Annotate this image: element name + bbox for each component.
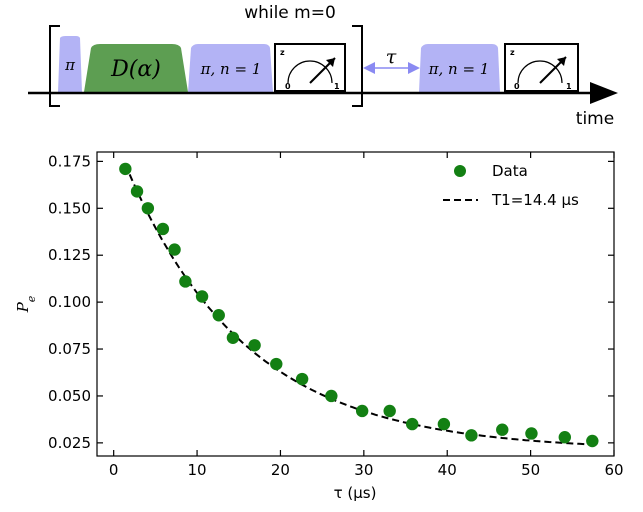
y-axis-label: Pe <box>14 295 38 313</box>
data-point <box>295 372 309 386</box>
meter-1-one-label: 1 <box>334 82 340 91</box>
meter-2-zero-label: 0 <box>514 82 520 91</box>
data-point <box>525 427 538 440</box>
data-point <box>325 389 338 403</box>
x-tick-label: 40 <box>438 461 457 479</box>
y-tick-label: 0.075 <box>48 340 91 358</box>
data-point <box>212 309 225 322</box>
selective-pi-pulse-2-label: π, n = 1 <box>428 60 490 78</box>
data-point <box>195 290 209 303</box>
meter-2-axis-label: z <box>510 48 515 57</box>
x-axis-label: τ (μs) <box>334 484 377 502</box>
pi-pulse <box>58 36 82 92</box>
legend-data-marker <box>454 165 466 177</box>
data-point <box>496 423 509 436</box>
data-point <box>141 202 155 215</box>
pulse-sequence-diagram: while m=0 π D(α) π, n = 1 z 0 1 τ π, n =… <box>28 3 618 129</box>
data-point <box>156 222 170 236</box>
y-tick-label: 0.175 <box>48 152 91 170</box>
x-tick-label: 60 <box>604 461 623 479</box>
data-point <box>248 339 261 352</box>
y-tick-label: 0.050 <box>48 387 91 405</box>
displacement-pulse-label: D(α) <box>110 57 161 82</box>
data-point <box>383 404 396 418</box>
plot-frame <box>96 151 615 457</box>
data-point <box>119 162 132 176</box>
y-tick-label: 0.150 <box>48 199 91 217</box>
y-tick-label: 0.100 <box>48 293 91 311</box>
legend-fit-label: T1=14.4 μs <box>491 191 579 209</box>
decay-chart: 0.025 0.050 0.075 0.100 0.125 0.150 0.175 0 10 2… <box>14 151 624 502</box>
legend-data-label: Data <box>492 162 528 180</box>
data-point <box>465 429 478 442</box>
time-axis-arrowhead <box>590 82 618 104</box>
x-tick-label: 0 <box>109 461 119 479</box>
x-tick-label: 30 <box>354 461 373 479</box>
y-tick-label: 0.025 <box>48 434 91 452</box>
x-tick-label: 20 <box>271 461 290 479</box>
meter-1-zero-label: 0 <box>285 82 291 91</box>
data-point <box>437 417 451 431</box>
data-point <box>130 185 144 198</box>
loop-label: while m=0 <box>244 3 336 23</box>
measurement-meter-1: z 0 1 <box>274 43 346 92</box>
x-tick-label: 50 <box>521 461 540 479</box>
pi-pulse-label: π <box>64 56 76 74</box>
data-point <box>168 243 181 256</box>
x-tick-label: 10 <box>188 461 207 479</box>
data-point <box>226 331 240 344</box>
selective-pi-pulse-1-label: π, n = 1 <box>200 60 262 78</box>
data-point <box>406 417 419 431</box>
selective-pi-pulse-1 <box>188 44 273 92</box>
data-point <box>355 404 369 418</box>
displacement-pulse <box>84 44 188 92</box>
legend: Data T1=14.4 μs <box>443 162 579 209</box>
x-axis: 0 10 20 30 40 50 60 <box>109 152 624 479</box>
y-tick-label: 0.125 <box>48 246 91 264</box>
data-point <box>270 357 283 371</box>
data-points <box>119 162 599 448</box>
tau-label: τ <box>386 46 397 68</box>
data-point <box>586 434 599 448</box>
data-point <box>558 431 572 444</box>
selective-pi-pulse-2 <box>419 44 500 92</box>
y-axis: 0.025 0.050 0.075 0.100 0.125 0.150 0.175 <box>48 152 614 452</box>
meter-1-axis-label: z <box>280 48 285 57</box>
data-point <box>179 275 192 288</box>
measurement-meter-2: z 0 1 <box>504 43 579 92</box>
loop-bracket-left <box>49 25 60 107</box>
meter-2-one-label: 1 <box>566 82 572 91</box>
loop-bracket-right <box>352 25 363 107</box>
time-label: time <box>576 109 614 129</box>
